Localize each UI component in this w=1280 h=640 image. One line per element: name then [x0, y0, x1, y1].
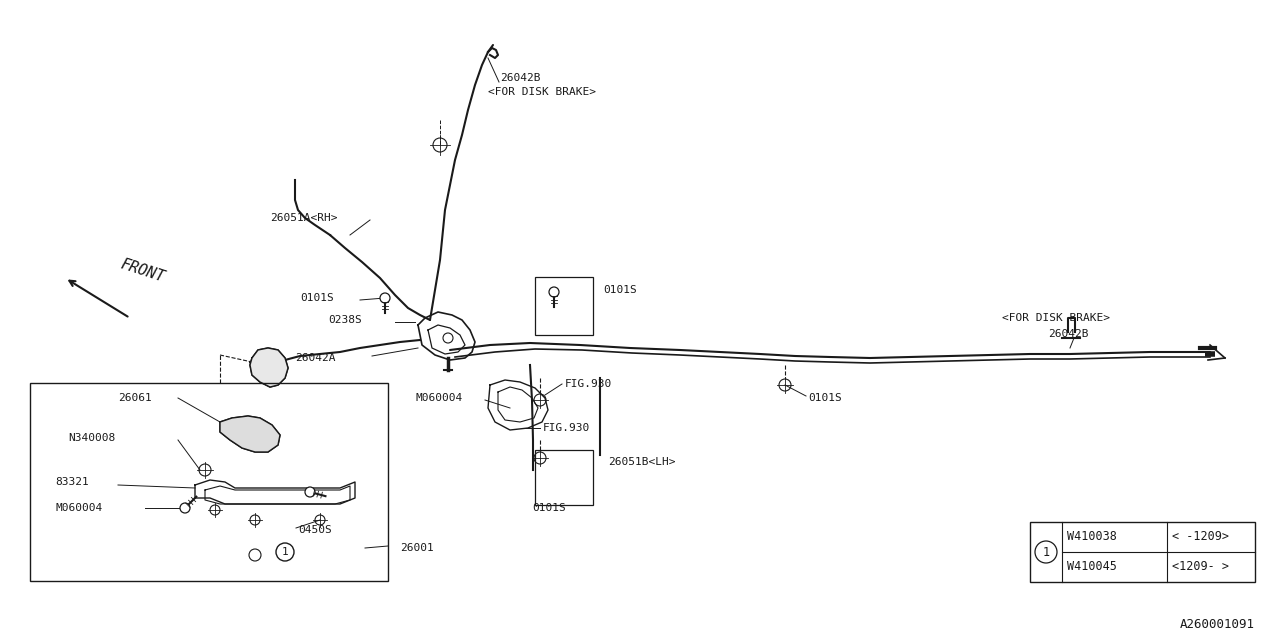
Text: 1: 1: [1042, 545, 1050, 559]
Text: 26042B: 26042B: [500, 73, 540, 83]
Text: 0450S: 0450S: [298, 525, 332, 535]
Circle shape: [305, 487, 315, 497]
Bar: [535, 277, 593, 335]
Text: <FOR DISK BRAKE>: <FOR DISK BRAKE>: [488, 87, 596, 97]
Text: FRONT: FRONT: [118, 257, 166, 285]
Text: W410038: W410038: [1068, 531, 1117, 543]
Text: FIG.930: FIG.930: [543, 423, 590, 433]
Text: 26042A: 26042A: [294, 353, 335, 363]
Text: 26051A<RH>: 26051A<RH>: [270, 213, 338, 223]
Text: 0101S: 0101S: [532, 503, 566, 513]
Text: 0101S: 0101S: [808, 393, 842, 403]
Text: M060004: M060004: [55, 503, 102, 513]
Text: 0101S: 0101S: [603, 285, 636, 295]
Text: <FOR DISK BRAKE>: <FOR DISK BRAKE>: [1002, 313, 1110, 323]
Text: 83321: 83321: [55, 477, 88, 487]
Text: < -1209>: < -1209>: [1172, 531, 1229, 543]
Text: 26061: 26061: [118, 393, 152, 403]
Text: 0238S: 0238S: [328, 315, 362, 325]
Text: 26001: 26001: [399, 543, 434, 553]
Bar: [1030, 522, 1254, 582]
Circle shape: [180, 503, 189, 513]
Text: 1: 1: [282, 547, 288, 557]
Text: <1209- >: <1209- >: [1172, 561, 1229, 573]
Polygon shape: [250, 348, 288, 387]
Text: W410045: W410045: [1068, 561, 1117, 573]
Text: 0101S: 0101S: [300, 293, 334, 303]
Text: FIG.930: FIG.930: [564, 379, 612, 389]
Bar: [29, 383, 388, 581]
Text: M060004: M060004: [415, 393, 462, 403]
Circle shape: [276, 543, 294, 561]
Circle shape: [380, 293, 390, 303]
Text: A260001091: A260001091: [1180, 618, 1254, 632]
Bar: [535, 450, 593, 505]
Text: 26051B<LH>: 26051B<LH>: [608, 457, 676, 467]
Text: N340008: N340008: [68, 433, 115, 443]
Polygon shape: [220, 416, 280, 452]
Text: 26042B: 26042B: [1048, 329, 1088, 339]
Circle shape: [549, 287, 559, 297]
